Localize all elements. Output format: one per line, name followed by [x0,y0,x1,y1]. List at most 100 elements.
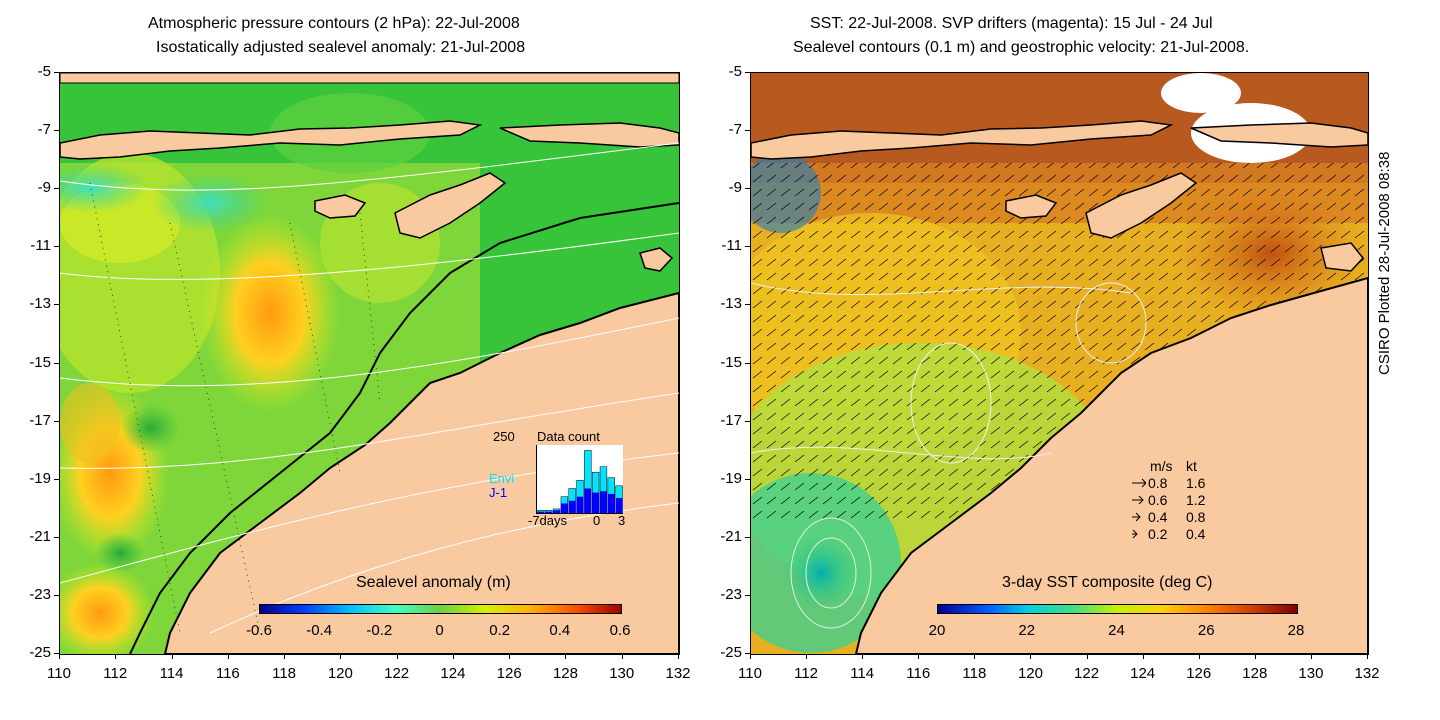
right-y-tick [745,536,750,538]
right-y-tick [745,594,750,596]
legend-arrow-icon [1130,494,1146,506]
inset-bar-series2 [568,500,576,513]
left-colorbar-tick-label: 0.2 [489,622,511,639]
legend-ms-value: 0.2 [1148,526,1168,542]
left-y-tick [54,130,59,132]
legend-arrow-icon [1130,477,1146,489]
right-x-tick-label: 122 [1074,665,1100,682]
left-x-tick-label: 130 [609,665,635,682]
left-y-tick [54,72,59,73]
left-x-tick [284,654,286,659]
left-x-tick [565,654,567,659]
right-x-tick-label: 132 [1354,665,1380,682]
right-y-tick [745,246,750,248]
right-y-tick-label: -23 [720,585,742,603]
left-colorbar-tick-label: 0.4 [549,622,571,639]
sst-map [750,72,1369,655]
right-title-line2: Sealevel contours (0.1 m) and geostrophi… [793,39,1250,56]
right-x-tick-label: 126 [1186,665,1212,682]
legend-kt-value: 1.6 [1186,475,1206,491]
right-colorbar-title: 3-day SST composite (deg C) [1002,574,1213,591]
left-y-tick [54,420,59,422]
left-x-tick-label: 124 [440,665,466,682]
sst-map-graphic [751,73,1368,654]
left-colorbar-tick-label: 0.6 [609,622,631,639]
inset-bar-series2 [553,510,560,513]
left-x-tick-label: 114 [159,665,184,682]
legend-ms-value: 0.6 [1148,492,1168,508]
right-x-tick [1086,654,1088,659]
left-x-tick-label: 128 [552,665,578,682]
left-title-line2: Isostatically adjusted sealevel anomaly:… [156,39,526,56]
right-y-tick-label: -17 [720,411,742,429]
right-y-tick [745,130,750,132]
right-x-tick [918,654,920,659]
right-x-tick [1142,654,1144,659]
inset-title: Data count [537,429,600,444]
right-colorbar-tick-label: 20 [928,622,946,639]
left-x-tick [509,654,511,659]
left-y-tick [54,478,59,480]
legend-arrow-icon [1130,511,1146,523]
right-y-tick-label: -13 [720,295,742,313]
left-y-tick [54,653,59,654]
inset-bar-series1 [576,480,584,513]
right-y-tick [745,653,750,654]
right-colorbar-tick-label: 28 [1287,622,1305,639]
sealevel-anomaly-map [59,72,680,655]
sealevel-map-graphic [60,73,679,654]
legend-kt-value: 0.4 [1186,526,1206,542]
left-y-tick-label: -25 [29,644,51,661]
right-x-tick [1254,654,1256,659]
right-x-tick-label: 116 [906,665,931,682]
legend-header-kt: kt [1186,458,1197,474]
left-y-tick-label: -21 [29,527,51,545]
inset-bar-series2 [584,488,592,513]
right-y-tick [745,188,750,190]
right-colorbar-tick-label: 26 [1197,622,1215,639]
right-y-tick-label: -7 [728,121,742,139]
legend-ms-value: 0.8 [1148,475,1168,491]
inset-bars [537,450,623,513]
right-colorbar-tick-label: 22 [1018,622,1036,639]
left-colorbar-tick-label: -0.6 [246,622,272,639]
right-y-tick [745,478,750,480]
left-x-tick [115,654,117,659]
left-colorbar-tick-label: -0.2 [366,622,393,639]
left-y-tick-label: -23 [29,585,51,603]
left-y-tick-label: -13 [29,295,51,313]
right-colorbar-tick-label: 24 [1108,622,1125,639]
inset-bar-series2 [607,493,615,513]
left-x-tick-label: 120 [327,665,353,682]
left-x-tick [340,654,342,659]
right-x-tick-label: 130 [1298,665,1324,682]
inset-plot-area [536,445,623,514]
right-y-tick-label: -5 [728,63,742,80]
inset-bar-series2 [560,503,568,513]
legend-header-ms: m/s [1150,458,1173,474]
right-x-tick [974,654,976,659]
left-x-tick [59,654,60,659]
right-x-tick-label: 124 [1130,665,1156,682]
left-colorbar-tick-label: -0.4 [306,622,333,639]
inset-x-end: 3 [618,513,626,528]
right-x-tick-label: 128 [1242,665,1268,682]
left-y-tick [54,304,59,306]
right-x-tick [1310,654,1312,659]
left-x-tick [227,654,229,659]
left-colorbar-title: Sealevel anomaly (m) [356,574,511,591]
legend-ms-value: 0.4 [1148,509,1168,525]
right-colorbar [937,604,1298,614]
right-x-tick [1198,654,1200,659]
inset-bar-series2 [545,511,553,513]
credit-text: CSIRO Plotted 28-Jul-2008 08:38 [1376,151,1393,375]
inset-bar-series2 [592,492,600,513]
left-y-tick [54,188,59,190]
right-y-tick [745,304,750,306]
left-x-tick-label: 116 [215,665,240,682]
left-y-tick-label: -5 [37,63,51,80]
legend-kt-value: 0.8 [1186,509,1206,525]
left-y-tick [54,536,59,538]
left-x-tick-label: 112 [103,665,128,682]
right-x-tick-label: 114 [850,665,875,682]
